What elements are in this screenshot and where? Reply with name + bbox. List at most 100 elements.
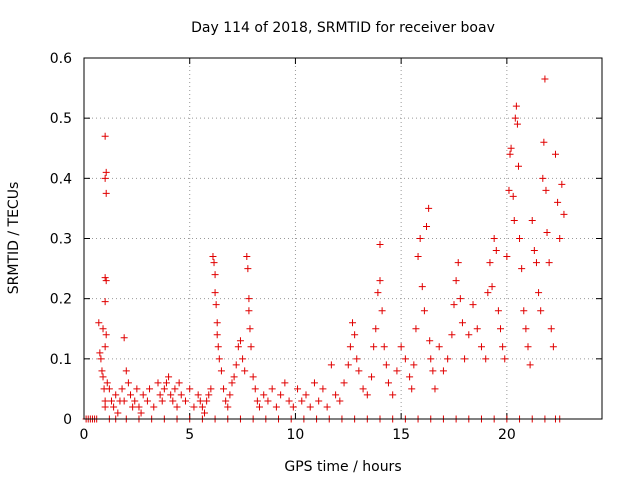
data-point [429, 367, 437, 375]
data-point [196, 397, 204, 405]
data-point [545, 259, 553, 267]
data-point [102, 168, 110, 176]
data-point [336, 397, 344, 405]
data-point [492, 247, 500, 255]
data-point [190, 403, 198, 411]
data-point [410, 361, 418, 369]
data-point [505, 186, 513, 194]
data-point [560, 210, 568, 218]
data-point [122, 367, 130, 375]
data-point [397, 343, 405, 351]
data-point [186, 385, 194, 393]
data-point [327, 361, 335, 369]
data-point [499, 343, 507, 351]
data-point [103, 379, 111, 387]
data-point [255, 403, 263, 411]
data-point [382, 361, 390, 369]
data-point [114, 409, 122, 417]
data-point [351, 331, 359, 339]
data-point [285, 397, 293, 405]
data-point [372, 325, 380, 333]
data-point [310, 379, 318, 387]
data-point [374, 289, 382, 297]
data-point [509, 192, 517, 200]
data-point [236, 337, 244, 345]
data-point [289, 403, 297, 411]
data-point [423, 222, 431, 230]
data-point [222, 397, 230, 405]
data-point [101, 174, 109, 182]
data-point [406, 373, 414, 381]
y-tick-label: 0 [63, 412, 72, 428]
data-point [512, 102, 520, 110]
data-point [214, 343, 222, 351]
data-point [427, 355, 435, 363]
data-point [135, 403, 143, 411]
y-tick-label: 0.4 [50, 171, 72, 187]
data-point [363, 391, 371, 399]
data-point [234, 343, 242, 351]
data-point [431, 385, 439, 393]
data-point [171, 385, 179, 393]
data-point [520, 307, 528, 315]
data-points [82, 75, 568, 423]
data-point [102, 189, 110, 197]
data-point [353, 355, 361, 363]
data-point [173, 403, 181, 411]
data-point [154, 379, 162, 387]
x-tick-label: 10 [287, 427, 305, 443]
data-point [298, 397, 306, 405]
data-point [306, 403, 314, 411]
data-point [368, 373, 376, 381]
data-point [541, 75, 549, 83]
data-point [245, 295, 253, 303]
data-point [260, 391, 268, 399]
data-point [524, 343, 532, 351]
data-point [344, 361, 352, 369]
data-point [118, 385, 126, 393]
data-point [528, 216, 536, 224]
data-point [181, 397, 189, 405]
data-point [522, 325, 530, 333]
grid-lines [84, 58, 602, 419]
data-point [105, 385, 113, 393]
data-point [101, 403, 109, 411]
data-point [549, 343, 557, 351]
data-point [439, 367, 447, 375]
data-point [277, 391, 285, 399]
data-point [554, 198, 562, 206]
data-point [101, 132, 109, 140]
data-point [251, 385, 259, 393]
data-point [378, 307, 386, 315]
data-point [139, 391, 147, 399]
data-point [511, 114, 519, 122]
data-point [102, 277, 110, 285]
data-point [213, 331, 221, 339]
data-point [167, 391, 175, 399]
data-point [435, 343, 443, 351]
y-tick-label: 0.1 [50, 352, 72, 368]
plot-frame [83, 57, 603, 420]
data-point [490, 235, 498, 242]
data-point [239, 355, 247, 363]
data-point [503, 253, 511, 261]
data-point [137, 409, 145, 417]
data-point [211, 289, 219, 297]
data-point [210, 259, 218, 267]
axis-ticks: 0 5 10 15 20 0 0.1 0.2 0.3 0.4 0.5 0.6 [50, 51, 602, 443]
data-point [110, 403, 118, 411]
data-point [477, 343, 485, 351]
data-point [556, 235, 564, 242]
data-point [408, 385, 416, 393]
data-point [535, 289, 543, 297]
data-point [469, 301, 477, 309]
data-point [101, 298, 109, 306]
data-point [217, 367, 225, 375]
data-point [213, 319, 221, 327]
data-point [194, 391, 202, 399]
data-point [96, 349, 104, 357]
data-point [101, 343, 109, 351]
data-point [359, 385, 367, 393]
data-point [537, 307, 545, 315]
